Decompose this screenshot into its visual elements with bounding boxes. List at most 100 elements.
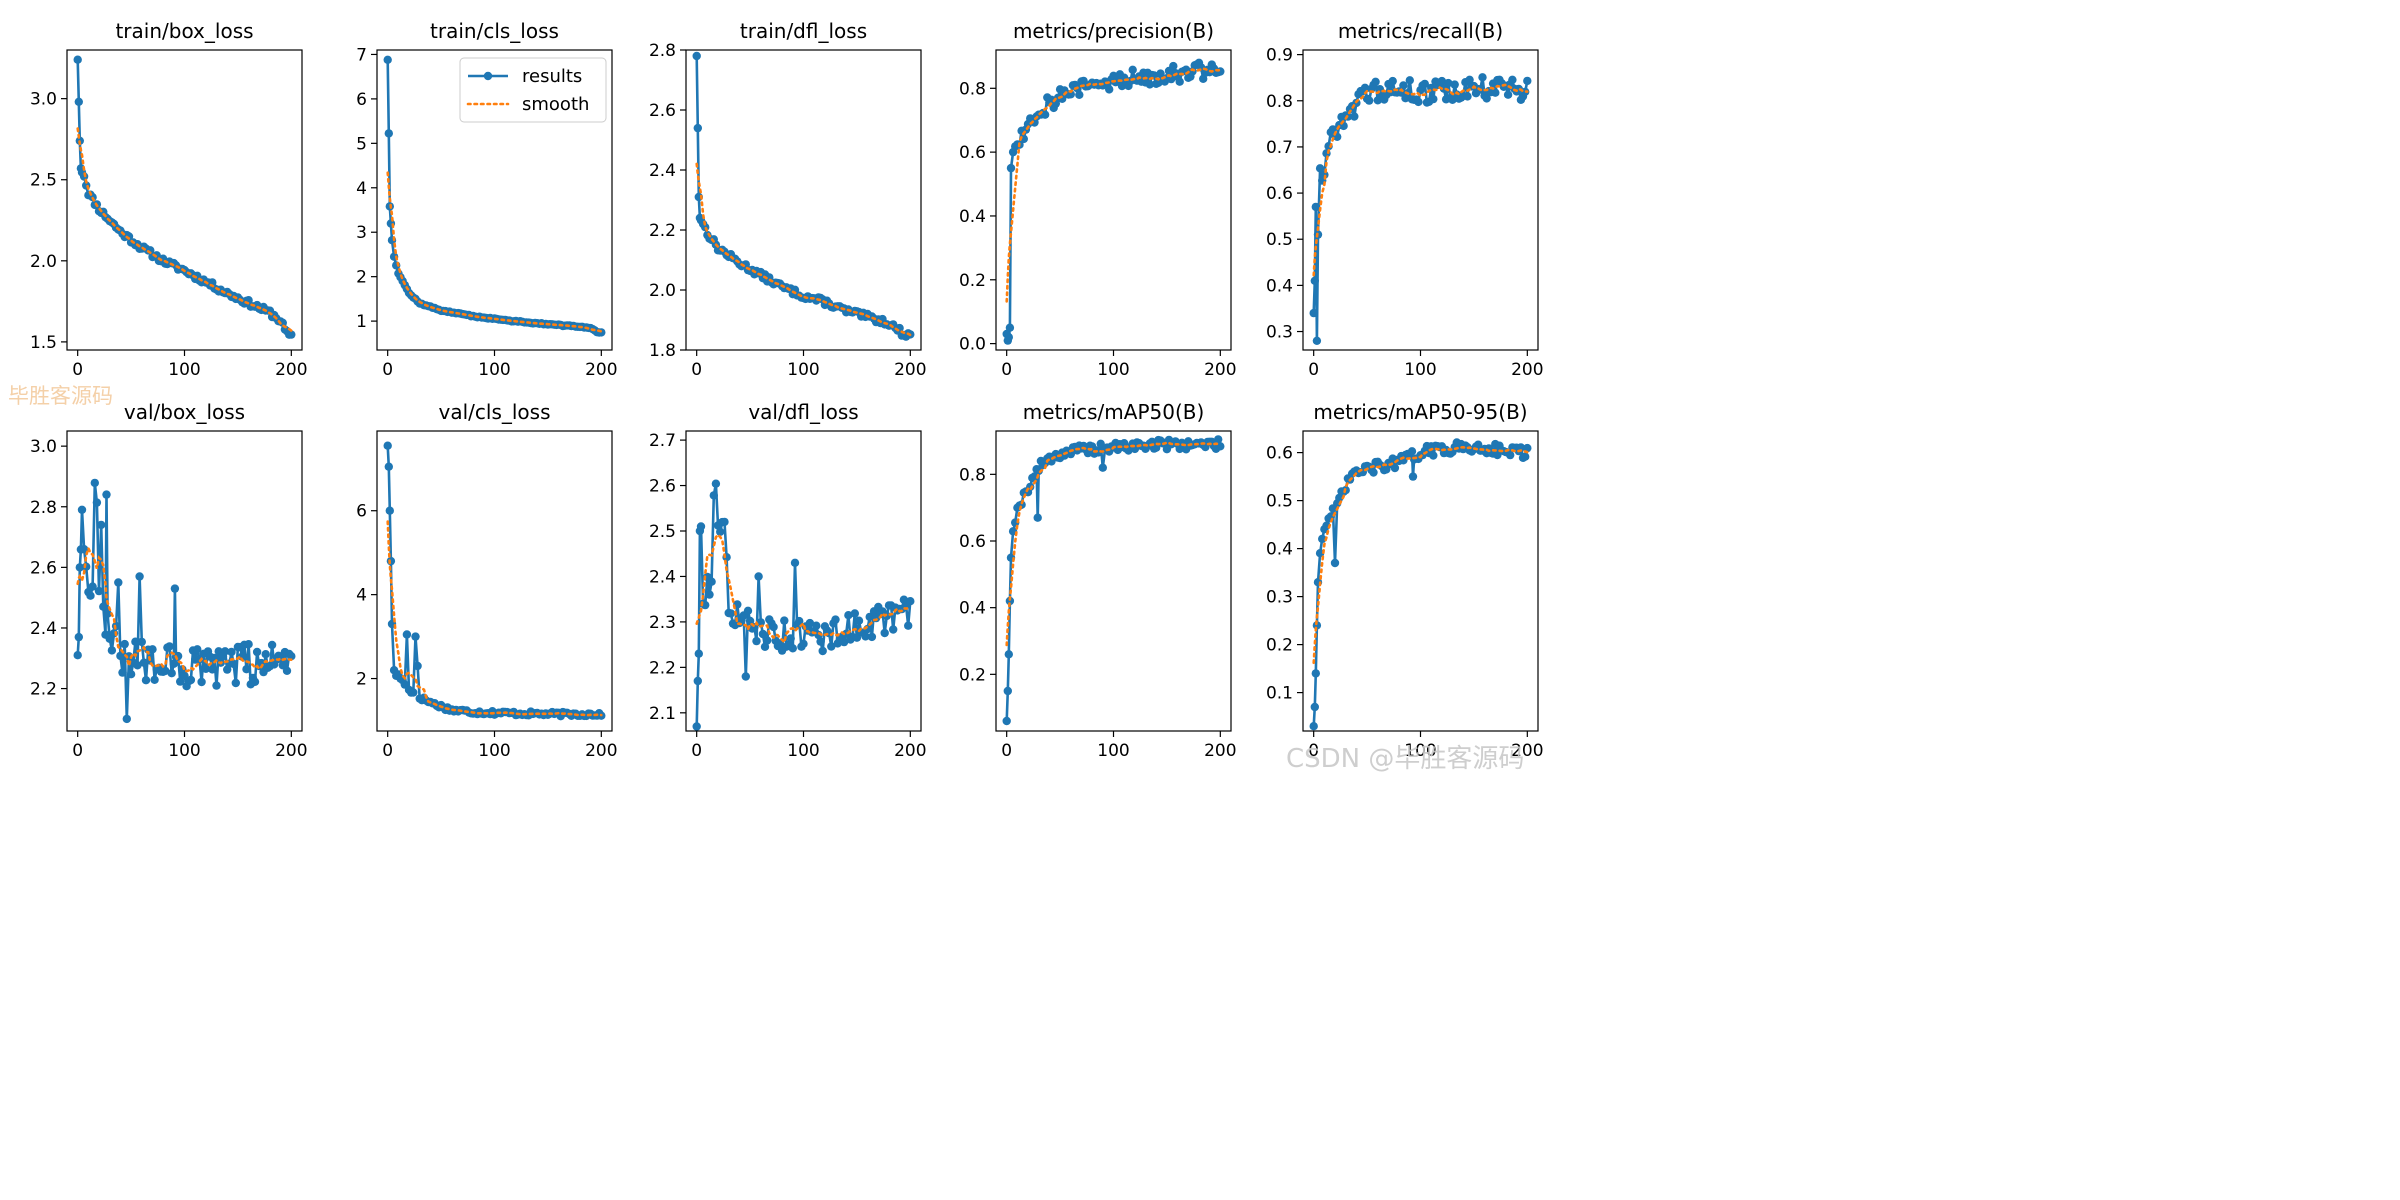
- subplot-metrics-map50-b-: metrics/mAP50(B) 0 100 200 0.2 0.4 0.6 0.8: [959, 400, 1237, 761]
- data-point: [403, 630, 411, 638]
- data-point: [409, 688, 417, 696]
- data-point: [93, 498, 101, 506]
- data-point: [95, 587, 103, 595]
- data-point: [413, 662, 421, 670]
- data-point: [693, 722, 701, 730]
- data-point: [171, 584, 179, 592]
- subplot-title: val/cls_loss: [439, 400, 551, 424]
- y-tick-label: 0.8: [959, 465, 986, 485]
- data-point: [1075, 91, 1083, 99]
- data-point: [1506, 451, 1514, 459]
- x-tick-label: 0: [1308, 360, 1319, 380]
- legend-results-marker: [484, 72, 492, 80]
- y-tick-label: 1: [356, 312, 367, 332]
- data-point: [197, 678, 205, 686]
- data-point: [799, 640, 807, 648]
- data-point: [1451, 80, 1459, 88]
- x-tick-label: 200: [585, 360, 617, 380]
- x-tick-label: 100: [1404, 360, 1436, 380]
- axes-frame: [686, 50, 921, 350]
- data-point: [74, 56, 82, 64]
- data-point: [1311, 277, 1319, 285]
- data-point: [244, 640, 252, 648]
- y-tick-label: 2.2: [30, 680, 57, 700]
- data-point: [742, 672, 750, 680]
- y-tick-label: 2.6: [649, 477, 676, 497]
- y-tick-label: 3: [356, 223, 367, 243]
- data-point: [99, 603, 107, 611]
- y-tick-label: 0.6: [1266, 444, 1293, 464]
- data-point: [253, 648, 261, 656]
- data-point: [74, 651, 82, 659]
- y-tick-label: 0.1: [1266, 684, 1293, 704]
- legend-smooth-label: smooth: [522, 94, 589, 115]
- subplot-title: metrics/precision(B): [1013, 19, 1214, 43]
- data-point: [1105, 85, 1113, 93]
- data-point: [150, 676, 158, 684]
- y-tick-label: 0.4: [959, 599, 986, 619]
- subplot-title: val/dfl_loss: [748, 400, 858, 424]
- y-tick-label: 2.4: [649, 161, 676, 181]
- data-point: [268, 641, 276, 649]
- data-point: [165, 642, 173, 650]
- y-tick-label: 0.9: [1266, 46, 1293, 66]
- data-point: [851, 609, 859, 617]
- y-tick-label: 0.4: [1266, 540, 1293, 560]
- y-tick-label: 2.5: [649, 522, 676, 542]
- data-point: [1169, 62, 1177, 70]
- y-tick-label: 2.6: [649, 101, 676, 121]
- data-point: [889, 625, 897, 633]
- data-point: [212, 681, 220, 689]
- subplot-train-box-loss: train/box_loss0 100 2001.52.02.53.0: [30, 19, 308, 380]
- y-tick-label: 0.6: [1266, 184, 1293, 204]
- subplot-metrics-recall-b-: metrics/recall(B)0 100 2000.30.40.50.60.70…: [1266, 19, 1544, 380]
- x-tick-label: 100: [478, 741, 510, 761]
- watermark-bottom-right: CSDN @毕胜客源码: [1286, 738, 1524, 775]
- data-point: [1523, 77, 1531, 85]
- data-point: [411, 632, 419, 640]
- y-tick-label: 2.1: [649, 704, 676, 724]
- x-tick-label: 0: [1001, 360, 1012, 380]
- data-point: [1004, 687, 1012, 695]
- data-point: [712, 480, 720, 488]
- data-point: [108, 646, 116, 654]
- y-tick-label: 2.4: [30, 619, 57, 639]
- data-point: [91, 479, 99, 487]
- subplot-val-dfl-loss: val/dfl_loss0 100 2002.12.22.32.42.52.62.7: [649, 400, 927, 761]
- data-point: [283, 667, 291, 675]
- y-tick-label: 0.2: [959, 665, 986, 685]
- x-tick-label: 0: [72, 360, 83, 380]
- data-point: [791, 559, 799, 567]
- x-tick-label: 0: [691, 741, 702, 761]
- data-point: [1350, 112, 1358, 120]
- data-point: [114, 578, 122, 586]
- x-tick-label: 200: [1511, 360, 1543, 380]
- data-point: [1007, 164, 1015, 172]
- data-point: [754, 572, 762, 580]
- x-tick-label: 200: [275, 360, 307, 380]
- data-point: [384, 442, 392, 450]
- x-tick-label: 100: [1097, 360, 1129, 380]
- y-tick-label: 0.7: [1266, 138, 1293, 158]
- y-tick-label: 0.4: [1266, 276, 1293, 296]
- subplot-val-cls-loss: val/cls_loss0 100 200246: [356, 400, 617, 761]
- data-point: [138, 638, 146, 646]
- data-point: [148, 645, 156, 653]
- x-tick-label: 200: [894, 360, 926, 380]
- y-tick-label: 0.2: [1266, 636, 1293, 656]
- data-point: [1176, 78, 1184, 86]
- y-tick-label: 6: [356, 502, 367, 522]
- y-tick-label: 0.0: [959, 335, 986, 355]
- x-tick-label: 200: [1204, 741, 1236, 761]
- y-tick-label: 2.5: [30, 171, 57, 191]
- results-line: [1007, 63, 1221, 341]
- data-point: [1365, 96, 1373, 104]
- data-point: [752, 637, 760, 645]
- legend: resultssmooth: [460, 58, 606, 122]
- data-point: [1478, 73, 1486, 81]
- data-point: [86, 592, 94, 600]
- data-point: [102, 490, 110, 498]
- data-point: [1312, 203, 1320, 211]
- subplot-title: metrics/mAP50-95(B): [1313, 400, 1527, 424]
- data-point: [1414, 98, 1422, 106]
